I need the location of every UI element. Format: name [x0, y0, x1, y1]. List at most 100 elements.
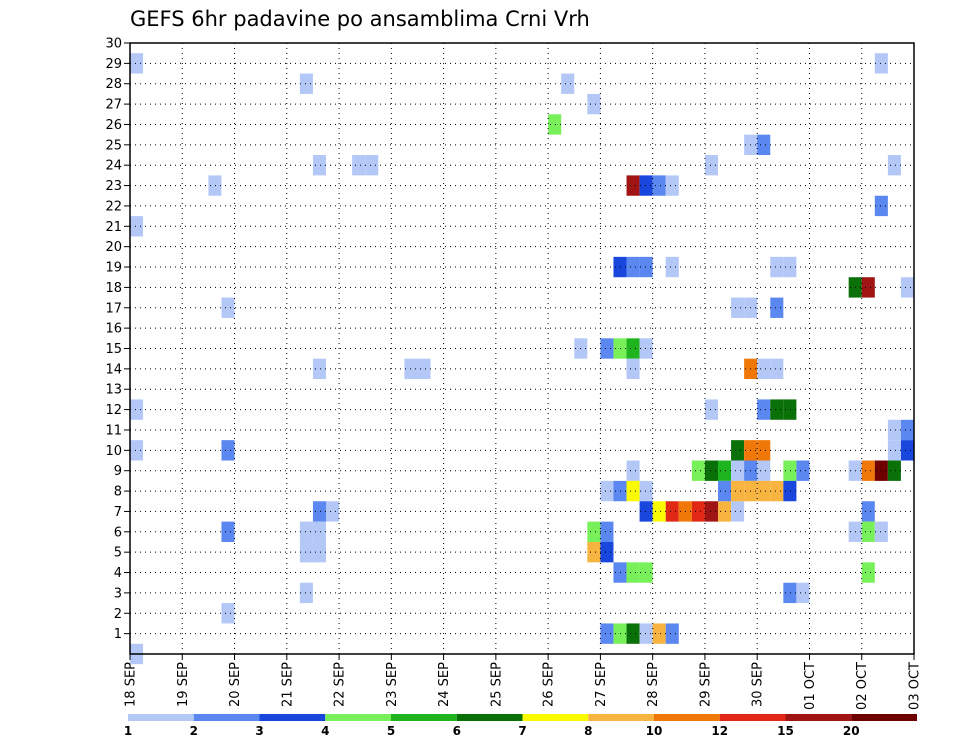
y-tick-label: 15 [105, 342, 122, 357]
plot-frame [129, 42, 915, 655]
colorbar-label: 20 [843, 724, 860, 738]
data-cell [783, 480, 797, 502]
data-cell [417, 358, 431, 380]
y-tick-label: 27 [105, 98, 122, 113]
x-tick-label: 23 SEP [385, 662, 400, 707]
x-tick-label: 30 SEP [751, 662, 766, 707]
data-cell [600, 623, 614, 644]
data-cell [652, 623, 666, 644]
y-tick-label: 7 [114, 505, 122, 520]
colorbar-swatch [588, 714, 654, 721]
y-tick-label: 12 [105, 403, 122, 418]
colorbar-swatch [456, 714, 523, 721]
data-cell [900, 440, 914, 461]
precip-cells [130, 53, 914, 665]
data-cell [783, 256, 797, 278]
chart-title: GEFS 6hr padavine po ansamblima Crni Vrh [130, 7, 590, 31]
x-tick-label: 01 OCT [803, 662, 818, 710]
data-cell [757, 358, 771, 380]
data-cell [731, 501, 745, 522]
x-tick-label: 18 SEP [124, 662, 139, 707]
data-cell [626, 480, 640, 502]
y-tick-label: 29 [105, 57, 122, 72]
data-cell [874, 460, 888, 481]
data-cell [299, 73, 313, 94]
data-cell [665, 623, 679, 644]
data-cell [757, 440, 771, 461]
y-tick-label: 28 [105, 77, 122, 92]
data-cell [718, 460, 732, 481]
data-cell [299, 521, 313, 542]
colorbar-label: 4 [321, 724, 329, 738]
data-cell [639, 501, 653, 522]
x-tick-label: 20 SEP [228, 662, 243, 707]
data-cell [652, 501, 666, 522]
data-cell [757, 460, 771, 481]
data-cell [600, 338, 614, 359]
data-cell [783, 460, 797, 481]
data-cell [861, 521, 875, 542]
data-cell [365, 155, 379, 176]
data-cell [783, 582, 797, 604]
x-tick-label: 19 SEP [176, 662, 191, 707]
data-cell [665, 256, 679, 278]
data-cell [731, 480, 745, 502]
data-cell [691, 460, 705, 481]
data-cell [718, 480, 732, 502]
data-cell [770, 256, 784, 278]
data-cell [626, 623, 640, 644]
data-cell [704, 399, 718, 420]
data-cell [561, 73, 575, 94]
y-tick-label: 14 [105, 362, 122, 377]
y-tick-label: 9 [114, 464, 122, 479]
y-tick-label: 11 [105, 423, 122, 438]
data-cell [639, 338, 653, 359]
data-cell [874, 521, 888, 542]
colorbar: 1 2 3 4 5 6 7 8 10 12 15 20 [124, 714, 917, 738]
x-tick-label: 02 OCT [855, 662, 870, 710]
data-cell [861, 460, 875, 481]
x-tick-label: 22 SEP [333, 662, 348, 707]
data-cell [796, 460, 810, 481]
data-cell [757, 480, 771, 502]
colorbar-label: 6 [453, 724, 461, 738]
colorbar-label: 3 [255, 724, 263, 738]
y-tick-label: 21 [105, 220, 122, 235]
data-cell [312, 155, 326, 176]
data-cell [626, 562, 640, 583]
data-cell [548, 114, 562, 135]
data-cell [665, 501, 679, 522]
y-tick-label: 26 [105, 118, 122, 133]
data-cell [626, 338, 640, 359]
data-cell [796, 582, 810, 604]
y-tick-label: 3 [114, 586, 122, 601]
data-cell [887, 460, 901, 481]
y-tick-label: 4 [114, 566, 122, 581]
y-tick-label: 8 [114, 485, 122, 500]
y-tick-label: 1 [114, 627, 122, 642]
x-tick-label: 27 SEP [594, 662, 609, 707]
y-tick-label: 22 [105, 199, 122, 214]
data-cell [312, 358, 326, 380]
data-cell [887, 440, 901, 461]
x-tick-label: 29 SEP [698, 662, 713, 707]
x-tick-label: 24 SEP [437, 662, 452, 707]
data-cell [783, 399, 797, 420]
y-tick-label: 2 [114, 607, 122, 622]
x-axis: 18 SEP 19 SEP 20 SEP 21 SEP 22 SEP 23 SEP 24 S… [124, 654, 923, 710]
y-tick-label: 6 [114, 525, 122, 540]
data-cell [587, 93, 601, 115]
data-cell [900, 419, 914, 441]
data-cell [208, 175, 222, 196]
colorbar-label: 1 [124, 724, 132, 738]
colorbar-swatch [325, 714, 391, 721]
data-cell [757, 399, 771, 420]
data-cell [704, 460, 718, 481]
data-cell [770, 480, 784, 502]
data-cell [691, 501, 705, 522]
data-cell [887, 419, 901, 441]
data-cell [900, 277, 914, 298]
data-cell [757, 134, 771, 156]
colorbar-label: 7 [518, 724, 526, 738]
